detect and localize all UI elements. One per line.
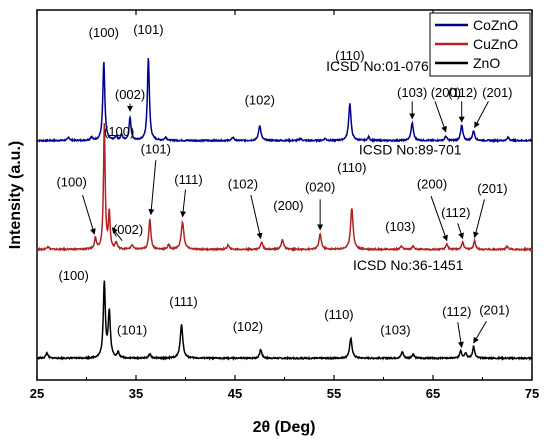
peak-label: (110) <box>324 307 353 322</box>
peak-label: (101) <box>141 142 171 157</box>
peak-arrow <box>434 101 447 133</box>
peak-arrow <box>474 101 489 129</box>
peak-label: (200) <box>273 198 303 213</box>
peak-label: (201) <box>477 181 507 196</box>
peak-label: (111) <box>169 294 197 309</box>
x-tick-label: 65 <box>426 386 440 401</box>
icsd-reference: ICSD No:36-1451 <box>353 257 464 273</box>
peak-label: (100) <box>58 268 88 283</box>
peak-label: (101) <box>117 322 147 337</box>
peak-label: (002) <box>113 222 143 237</box>
peak-arrow <box>180 189 187 218</box>
peak-arrow <box>250 194 263 240</box>
peak-label: (102) <box>245 93 275 108</box>
peak-label: (200) <box>417 176 447 191</box>
x-axis-title: 2θ (Deg) <box>253 419 316 436</box>
peak-arrow <box>111 227 123 242</box>
peak-arrow <box>457 223 464 240</box>
peak-arrow <box>457 322 464 348</box>
peak-label: (112) <box>441 205 470 220</box>
peak-label: (002) <box>115 87 145 102</box>
x-axis: 25 35 45 55 65 75 <box>30 10 539 401</box>
peak-label: (201) <box>482 85 512 100</box>
peak-arrow <box>148 160 157 216</box>
series-line-cozno <box>36 58 533 144</box>
peak-arrow <box>473 199 485 239</box>
peak-arrow <box>430 195 448 242</box>
series-line-cuzno <box>36 123 533 253</box>
icsd-reference: ICSD No:89-701 <box>359 142 462 158</box>
peak-label: (103) <box>385 219 415 234</box>
peak-arrow <box>82 194 96 235</box>
x-tick-label: 35 <box>129 386 143 401</box>
peak-label: (103) <box>397 85 427 100</box>
peak-label: (102) <box>233 319 263 334</box>
peak-label: (100) <box>89 25 119 40</box>
x-tick-label: 45 <box>228 386 242 401</box>
x-tick-label: 75 <box>525 386 539 401</box>
peak-label: (100) <box>104 124 134 139</box>
annotations: (100) (101)(002) (102)(110)(103) (200)(112)… <box>56 22 513 348</box>
peak-label: (102) <box>228 176 258 191</box>
y-axis-title: Intensity (a.u.) <box>7 141 24 249</box>
peak-label: (100) <box>56 174 86 189</box>
peak-label: (110) <box>337 160 366 175</box>
peak-label: (110) <box>335 48 364 63</box>
peak-arrow <box>473 320 487 344</box>
legend-label: ZnO <box>473 55 500 71</box>
series-line-zno <box>36 280 533 362</box>
peak-label: (111) <box>174 172 202 187</box>
peak-label: (201) <box>479 303 509 318</box>
x-tick-label: 25 <box>30 386 44 401</box>
peak-label: (020) <box>305 180 335 195</box>
peak-label: (200) <box>431 85 461 100</box>
legend-label: CoZnO <box>473 17 518 33</box>
peak-label: (112) <box>448 85 477 100</box>
peak-label: (103) <box>380 322 410 337</box>
legend: CoZnO CuZnO ZnO <box>429 12 531 77</box>
peak-label: (112) <box>442 304 471 319</box>
legend-label: CuZnO <box>473 36 518 52</box>
x-tick-label: 55 <box>327 386 341 401</box>
traces <box>36 58 533 362</box>
peak-label: (101) <box>133 22 163 37</box>
